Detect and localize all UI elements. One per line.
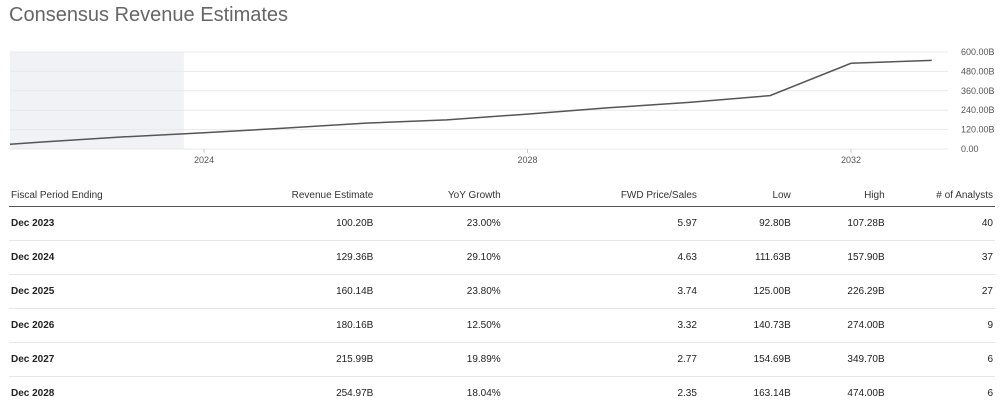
table-cell: 254.97B [187, 377, 375, 410]
table-cell: 6 [887, 377, 995, 410]
table-cell: 129.36B [187, 241, 375, 275]
table-cell: 215.99B [187, 343, 375, 377]
y-axis-ticks: 0.00 120.00B 240.00B 360.00B 480.00B 600.00B [961, 47, 995, 154]
fiscal-period-cell: Dec 2028 [9, 377, 187, 410]
table-cell: 3.32 [503, 309, 699, 343]
table-cell: 111.63B [699, 241, 793, 275]
y-tick-label: 360.00B [961, 86, 995, 96]
table-cell: 29.10% [375, 241, 502, 275]
y-tick-label: 240.00B [961, 105, 995, 115]
column-header[interactable]: FWD Price/Sales [503, 184, 699, 207]
table-cell: 40 [887, 207, 995, 241]
table-cell: 4.63 [503, 241, 699, 275]
column-header[interactable]: Revenue Estimate [187, 184, 375, 207]
column-header[interactable]: Low [699, 184, 793, 207]
table-cell: 5.97 [503, 207, 699, 241]
table-cell: 160.14B [187, 275, 375, 309]
column-header[interactable]: YoY Growth [375, 184, 502, 207]
x-tick-label: 2024 [194, 155, 214, 165]
table-cell: 154.69B [699, 343, 793, 377]
y-tick-label: 600.00B [961, 47, 995, 57]
table-cell: 2.77 [503, 343, 699, 377]
table-cell: 226.29B [793, 275, 887, 309]
y-tick-label: 0.00 [961, 144, 979, 154]
x-axis-ticks: 2024 2028 2032 [194, 149, 861, 165]
table-cell: 125.00B [699, 275, 793, 309]
table-cell: 18.04% [375, 377, 502, 410]
table-cell: 157.90B [793, 241, 887, 275]
y-tick-label: 120.00B [961, 125, 995, 135]
column-header[interactable]: # of Analysts [887, 184, 995, 207]
fiscal-period-cell: Dec 2023 [9, 207, 187, 241]
fiscal-period-cell: Dec 2027 [9, 343, 187, 377]
table-cell: 37 [887, 241, 995, 275]
table-cell: 2.35 [503, 377, 699, 410]
table-cell: 163.14B [699, 377, 793, 410]
fiscal-period-cell: Dec 2024 [9, 241, 187, 275]
fiscal-period-cell: Dec 2026 [9, 309, 187, 343]
table-cell: 107.28B [793, 207, 887, 241]
table-cell: 9 [887, 309, 995, 343]
y-tick-label: 480.00B [961, 66, 995, 76]
revenue-line-chart: 2024 2028 2032 0.00 120.00B 240.00B 360.00B 48… [0, 40, 1002, 175]
column-header[interactable]: High [793, 184, 887, 207]
table-cell: 6 [887, 343, 995, 377]
table-cell: 23.80% [375, 275, 502, 309]
table-cell: 180.16B [187, 309, 375, 343]
page-title: Consensus Revenue Estimates [9, 4, 288, 27]
table-cell: 92.80B [699, 207, 793, 241]
table-cell: 12.50% [375, 309, 502, 343]
x-tick-label: 2028 [518, 155, 538, 165]
table-cell: 474.00B [793, 377, 887, 410]
table-cell: 19.89% [375, 343, 502, 377]
table-cell: 274.00B [793, 309, 887, 343]
column-header[interactable]: Fiscal Period Ending [9, 184, 187, 207]
x-tick-label: 2032 [841, 155, 861, 165]
fiscal-period-cell: Dec 2025 [9, 275, 187, 309]
table-cell: 140.73B [699, 309, 793, 343]
table-cell: 349.70B [793, 343, 887, 377]
table-cell: 23.00% [375, 207, 502, 241]
table-cell: 3.74 [503, 275, 699, 309]
table-cell: 27 [887, 275, 995, 309]
table-cell: 100.20B [187, 207, 375, 241]
